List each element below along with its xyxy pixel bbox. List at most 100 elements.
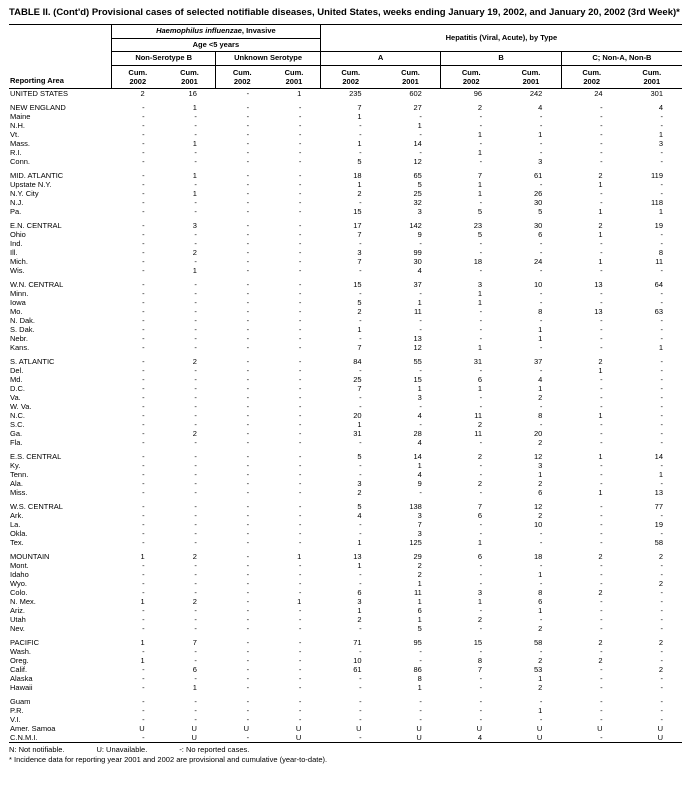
value-cell: 14 [654, 451, 663, 461]
value-cell: - [246, 147, 250, 157]
value-cell: 301 [650, 88, 663, 98]
value-cell: - [142, 297, 145, 307]
value-cell: 2 [598, 356, 603, 366]
value-cell: - [194, 279, 197, 289]
value-cell: 12 [533, 501, 543, 511]
reporting-area-cell: Utah [10, 614, 26, 624]
reporting-area-cell: Va. [10, 392, 21, 402]
value-cell: - [600, 428, 603, 438]
value-cell: - [246, 374, 250, 384]
value-cell: 37 [533, 356, 543, 366]
value-cell: - [298, 147, 302, 157]
value-cell: 2 [417, 569, 422, 579]
value-cell: 1 [538, 705, 543, 715]
value-cell: 61 [533, 170, 543, 180]
table-row: Okla. - - - - - 3 - - - - [9, 529, 682, 538]
value-cell: - [142, 469, 145, 479]
value-cell: - [298, 188, 302, 198]
value-cell: - [479, 120, 483, 130]
value-cell: 7 [357, 256, 362, 266]
value-cell: - [246, 315, 250, 325]
value-cell: - [246, 437, 250, 447]
value-cell: - [479, 306, 483, 316]
value-cell: - [246, 102, 250, 112]
value-cell: - [194, 374, 197, 384]
value-cell: - [660, 419, 664, 429]
value-cell: 4 [538, 374, 543, 384]
value-cell: 5 [477, 229, 483, 239]
reporting-area-cell: N. Mex. [10, 596, 36, 606]
table-row: Amer. Samoa U U U U U U U U U U [9, 724, 682, 733]
value-cell: - [142, 519, 145, 529]
value-cell: - [600, 460, 603, 470]
value-cell: 20 [353, 410, 362, 420]
table-row: Utah - - - - 2 1 2 - - - [9, 615, 682, 624]
value-cell: U [657, 723, 663, 733]
hepatitis-c-header: C; Non-A, Non-B [560, 51, 682, 66]
value-cell: 16 [188, 88, 197, 98]
reporting-area-cell: Kans. [10, 342, 30, 352]
table-row: S.C. - - - - 1 - 2 - - - [9, 420, 682, 429]
value-cell: 96 [473, 88, 483, 98]
value-cell: - [419, 315, 422, 325]
value-cell: - [600, 419, 603, 429]
value-cell: - [359, 401, 362, 411]
value-cell: - [194, 297, 197, 307]
value-cell: - [246, 129, 250, 139]
value-cell: - [479, 156, 483, 166]
value-cell: - [298, 356, 302, 366]
table-row: La. - - - - - 7 - 10 - 19 [9, 520, 682, 529]
table-row: Ariz. - - - - 1 6 - 1 - - [9, 606, 682, 615]
value-cell: - [142, 102, 145, 112]
value-cell: - [359, 469, 362, 479]
value-cell: - [600, 392, 603, 402]
value-cell: - [600, 560, 603, 570]
value-cell: - [142, 732, 145, 742]
value-cell: - [660, 156, 664, 166]
value-cell: 7 [357, 383, 362, 393]
table-row: Ark. - - - - 4 3 6 2 - - [9, 511, 682, 520]
value-cell: - [246, 324, 250, 334]
value-cell: - [298, 487, 302, 497]
value-cell: - [539, 297, 543, 307]
value-cell: - [298, 646, 302, 656]
reporting-area-cell: La. [10, 519, 21, 529]
serotype-header-row: Non-Serotype B Unknown Serotype A B C; N… [9, 51, 682, 66]
value-cell: - [479, 365, 483, 375]
value-cell: - [419, 324, 422, 334]
value-cell: 2 [598, 655, 603, 665]
value-cell: 32 [413, 197, 422, 207]
value-cell: 7 [357, 102, 362, 112]
value-cell: 7 [477, 501, 483, 511]
value-cell: - [142, 410, 145, 420]
reporting-area-cell: Ala. [10, 478, 23, 488]
value-cell: - [298, 460, 302, 470]
value-cell: - [660, 374, 664, 384]
value-cell: 12 [413, 342, 422, 352]
value-cell: - [298, 392, 302, 402]
value-cell: - [660, 655, 664, 665]
value-cell: - [298, 410, 302, 420]
value-cell: - [539, 147, 543, 157]
value-cell: - [298, 537, 302, 547]
value-cell: 2 [192, 356, 197, 366]
value-cell: - [298, 560, 302, 570]
value-cell: U [191, 732, 197, 742]
table-row: W.N. CENTRAL - - - - 15 37 3 10 13 64 [9, 280, 682, 289]
reporting-area-header: Reporting Area [9, 23, 112, 89]
value-cell: 1 [477, 188, 483, 198]
value-cell: U [657, 732, 663, 742]
value-cell: 9 [417, 478, 422, 488]
table-row: Upstate N.Y. - - - - 1 5 1 - 1 - [9, 180, 682, 189]
value-cell: 1 [598, 206, 603, 216]
value-cell: - [539, 179, 543, 189]
reporting-area-cell: Guam [10, 696, 31, 706]
hepatitis-group-header: Hepatitis (Viral, Acute), by Type [320, 23, 682, 53]
value-cell: 1 [357, 560, 362, 570]
value-cell: 1 [192, 188, 197, 198]
value-cell: - [479, 469, 483, 479]
value-cell: 1 [357, 111, 362, 121]
value-cell: - [142, 510, 145, 520]
reporting-area-cell: Okla. [10, 528, 28, 538]
value-cell: - [298, 605, 302, 615]
